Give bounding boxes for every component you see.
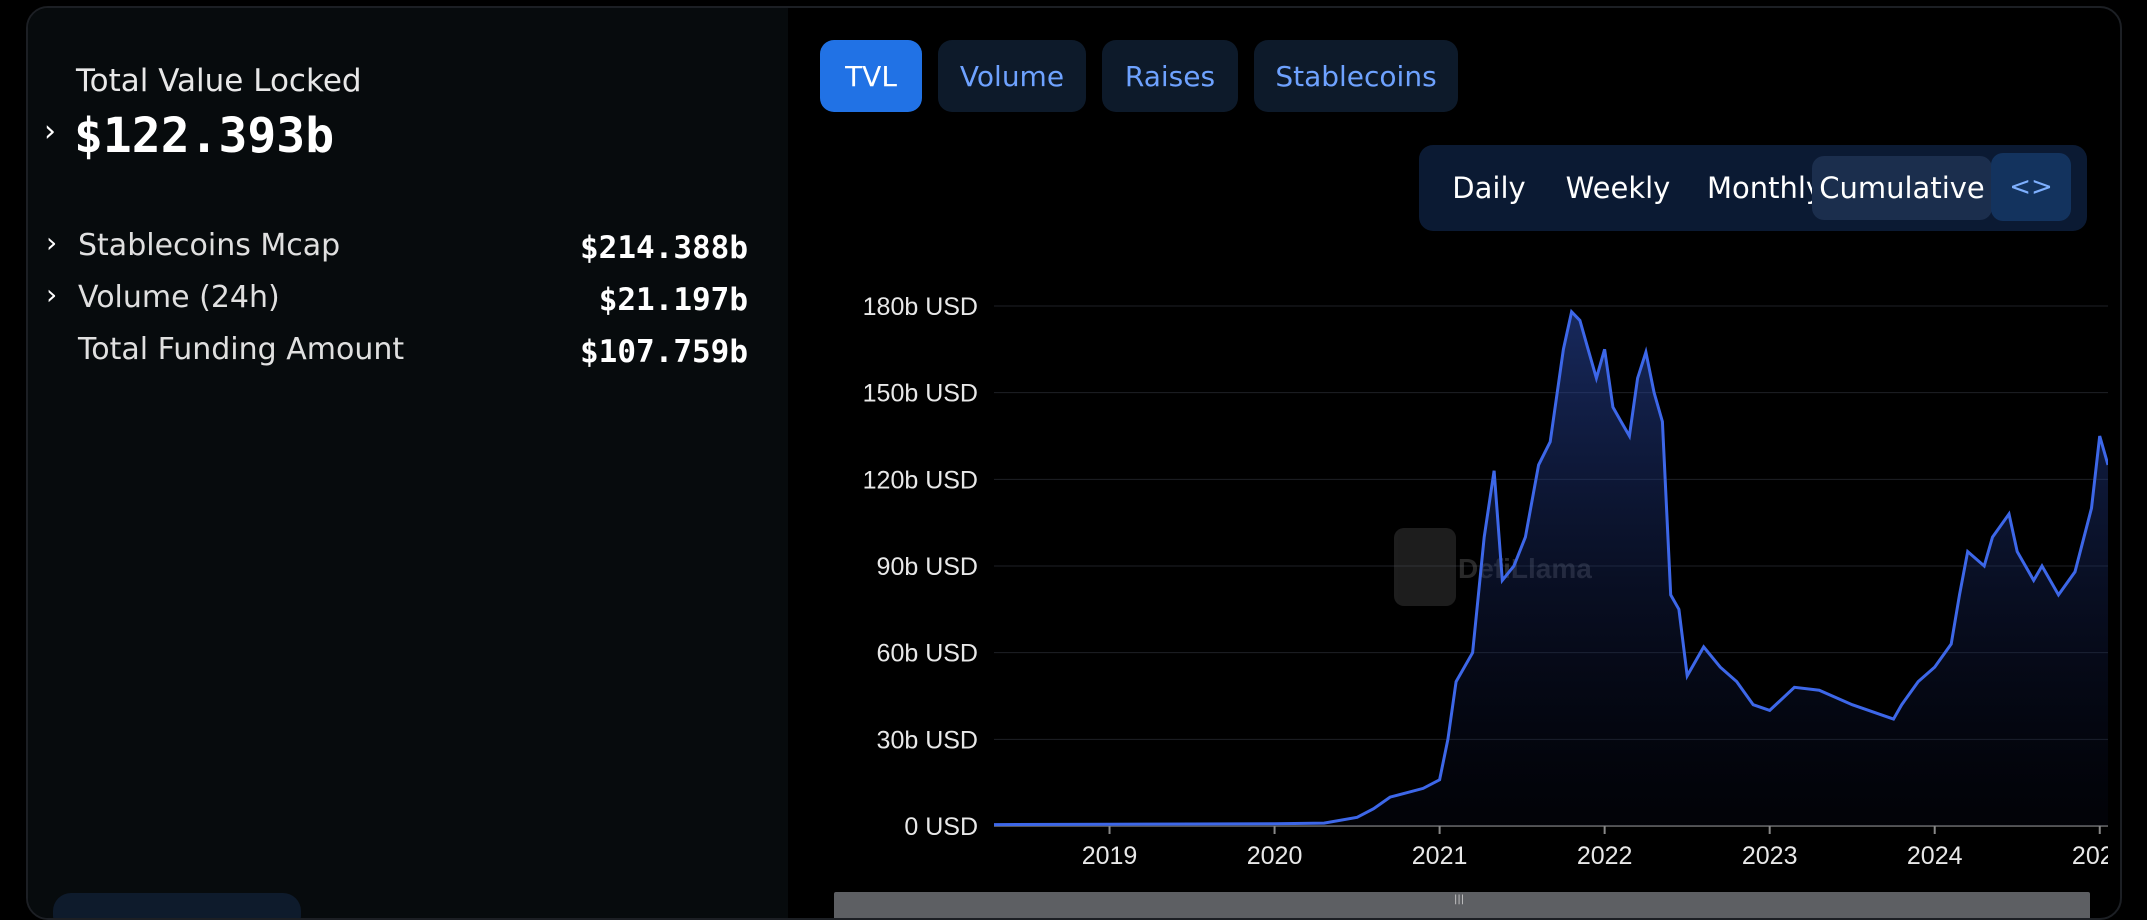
- x-tick-label: 2025: [2072, 842, 2108, 870]
- stat-label: Total Funding Amount: [78, 332, 405, 367]
- llama-logo-icon: [1394, 528, 1456, 606]
- y-tick-label: 30b USD: [877, 726, 978, 754]
- tvl-chart: 0 USD 30b USD 60b USD 90b USD 120b USD 150b U…: [863, 293, 2108, 870]
- stat-row-volume[interactable]: › Volume (24h) $21.197b: [28, 278, 748, 320]
- x-tick-label: 2021: [1412, 842, 1468, 870]
- tab-stablecoins[interactable]: Stablecoins: [1254, 40, 1458, 112]
- y-tick-label: 150b USD: [863, 380, 978, 408]
- x-tick-label: 2024: [1907, 842, 1963, 870]
- y-tick-label: 0 USD: [904, 813, 978, 841]
- chart-range-slider[interactable]: |||: [834, 892, 2090, 918]
- stat-value: $214.388b: [580, 230, 748, 266]
- stat-value: $21.197b: [598, 282, 748, 318]
- tvl-line[interactable]: [993, 308, 2108, 827]
- x-tick-label: 2022: [1577, 842, 1633, 870]
- range-weekly[interactable]: Weekly: [1565, 171, 1671, 205]
- range-daily[interactable]: Daily: [1452, 171, 1526, 205]
- y-tick-label: 60b USD: [877, 640, 978, 668]
- stat-row-funding: Total Funding Amount $107.759b: [28, 332, 748, 372]
- stat-label: Stablecoins Mcap: [78, 228, 341, 263]
- dashboard-frame: › Total Value Locked $122.393b › Stablec…: [26, 6, 2122, 920]
- x-tick-label: 2019: [1082, 842, 1138, 870]
- embed-code-icon[interactable]: <>: [1991, 153, 2071, 221]
- chevron-right-icon[interactable]: ›: [46, 226, 58, 259]
- range-selector: Daily Weekly Monthly Cumulative <>: [1419, 145, 2087, 231]
- x-tick-label: 2020: [1247, 842, 1303, 870]
- summary-panel: › Total Value Locked $122.393b › Stablec…: [28, 8, 788, 918]
- chevron-right-icon[interactable]: ›: [46, 278, 58, 311]
- slider-grip-icon[interactable]: |||: [1454, 894, 1465, 905]
- y-tick-label: 90b USD: [877, 553, 978, 581]
- y-axis: 0 USD 30b USD 60b USD 90b USD 120b USD 150b U…: [863, 293, 978, 841]
- chevron-right-icon[interactable]: ›: [44, 114, 56, 149]
- x-axis: 2019 2020 2021 2022 2023 2024 2025: [1082, 826, 2108, 870]
- tab-tvl[interactable]: TVL: [820, 40, 922, 112]
- tvl-label: Total Value Locked: [76, 63, 362, 99]
- y-tick-label: 180b USD: [863, 293, 978, 321]
- stat-label: Volume (24h): [78, 280, 280, 315]
- range-cumulative[interactable]: Cumulative: [1812, 156, 1992, 220]
- range-monthly[interactable]: Monthly: [1706, 171, 1824, 205]
- tab-raises[interactable]: Raises: [1102, 40, 1238, 112]
- tvl-area: [994, 311, 2108, 826]
- tvl-value: $122.393b: [74, 108, 335, 164]
- y-tick-label: 120b USD: [863, 466, 978, 494]
- x-tick-label: 2023: [1742, 842, 1798, 870]
- tab-volume[interactable]: Volume: [938, 40, 1086, 112]
- stat-row-stablecoins[interactable]: › Stablecoins Mcap $214.388b: [28, 226, 748, 268]
- stat-value: $107.759b: [580, 334, 748, 370]
- bottom-button[interactable]: [53, 893, 301, 918]
